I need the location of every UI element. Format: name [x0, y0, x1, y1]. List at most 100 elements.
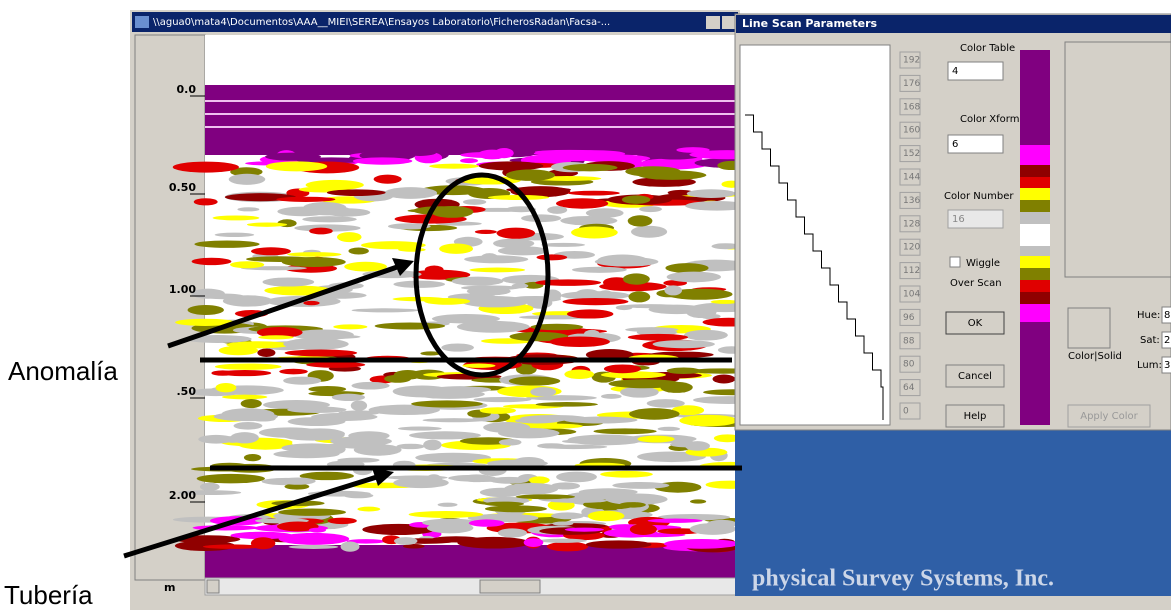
reflection [244, 454, 261, 461]
scrollbar[interactable] [205, 578, 740, 595]
reflection [670, 442, 703, 448]
reflection [348, 431, 389, 440]
reflection [601, 394, 622, 399]
reflection [567, 309, 614, 318]
scale-label: 64 [903, 383, 915, 393]
color-segment [1020, 188, 1050, 200]
reflection [537, 254, 568, 260]
label: Color|Solid [1068, 351, 1122, 362]
reflection [564, 370, 594, 380]
dialog-title: Line Scan Parameters [742, 17, 878, 30]
label: Color Xform [960, 114, 1019, 125]
reflection [278, 509, 346, 516]
reflection [394, 370, 422, 380]
reflection [630, 524, 657, 535]
reflection [351, 400, 367, 411]
depth-label: 1.00 [169, 283, 196, 296]
reflection [341, 541, 360, 551]
reflection [438, 503, 458, 507]
reflection [429, 164, 479, 169]
checkbox[interactable] [950, 257, 960, 267]
depth-unit: m [164, 581, 175, 594]
reflection [625, 166, 681, 177]
reflection [237, 207, 259, 211]
reflection [352, 308, 419, 312]
reflection [552, 522, 573, 526]
reflection [479, 161, 544, 170]
reflection [547, 206, 567, 214]
reflection [192, 258, 232, 265]
depth-label: 0.0 [177, 83, 197, 96]
reflection [457, 321, 530, 333]
reflection [483, 422, 530, 433]
annotation-label: Tubería [4, 580, 93, 610]
reflection [344, 262, 387, 272]
reflection [548, 498, 607, 502]
reflection [499, 439, 522, 446]
reflection [563, 164, 618, 171]
reflection [504, 483, 558, 495]
reflection [262, 277, 314, 286]
label: Wiggle [966, 258, 1000, 269]
reflection [534, 151, 576, 156]
reflection [572, 267, 627, 273]
reflection [713, 375, 736, 384]
reflection [285, 534, 307, 542]
reflection [547, 542, 588, 552]
reflection [564, 417, 638, 424]
reflection [396, 444, 424, 449]
reflection [241, 399, 262, 408]
reflection [623, 273, 650, 284]
reflection [173, 162, 239, 173]
color-segment [1020, 246, 1050, 256]
reflection [283, 377, 321, 385]
reflection [327, 189, 386, 196]
reflection [498, 528, 527, 537]
reflection [439, 244, 473, 254]
window-icon [135, 16, 149, 28]
band [205, 545, 735, 578]
input-value: 2 [1164, 335, 1170, 346]
spin-value: 6 [952, 139, 958, 150]
reflection [251, 247, 291, 255]
reflection [506, 169, 555, 181]
reflection [393, 409, 435, 414]
reflection [229, 174, 266, 185]
reflection [306, 362, 365, 368]
scale-label: 104 [903, 290, 920, 300]
reflection [461, 285, 519, 290]
reflection [282, 430, 345, 440]
reflection [539, 539, 587, 543]
scale-label: 136 [903, 196, 920, 206]
reflection [348, 248, 368, 255]
color-preview [1065, 42, 1171, 277]
scroll-left[interactable] [207, 580, 219, 593]
reflection [537, 443, 566, 448]
reflection [516, 494, 575, 499]
color-swatch [1068, 308, 1110, 348]
reflection [337, 232, 361, 242]
reflection [679, 415, 737, 426]
reflection [309, 528, 326, 533]
reflection [306, 180, 364, 190]
reflection [462, 364, 495, 368]
reflection [265, 153, 321, 161]
reflection [515, 418, 559, 423]
minimize-button[interactable] [706, 16, 720, 29]
reflection [686, 306, 716, 318]
reflection [194, 240, 259, 247]
reflection [215, 233, 255, 237]
reflection [604, 364, 641, 373]
status-bar [130, 596, 1171, 610]
reflection [536, 402, 598, 407]
scale-label: 120 [903, 243, 920, 253]
scale-label: 80 [903, 360, 915, 370]
reflection [309, 228, 333, 235]
reflection [667, 272, 721, 283]
scroll-thumb[interactable] [480, 580, 540, 593]
maximize-button[interactable] [722, 16, 736, 29]
reflection [664, 539, 739, 549]
reflection [354, 444, 402, 456]
reflection [489, 477, 528, 484]
reflection [375, 322, 445, 329]
